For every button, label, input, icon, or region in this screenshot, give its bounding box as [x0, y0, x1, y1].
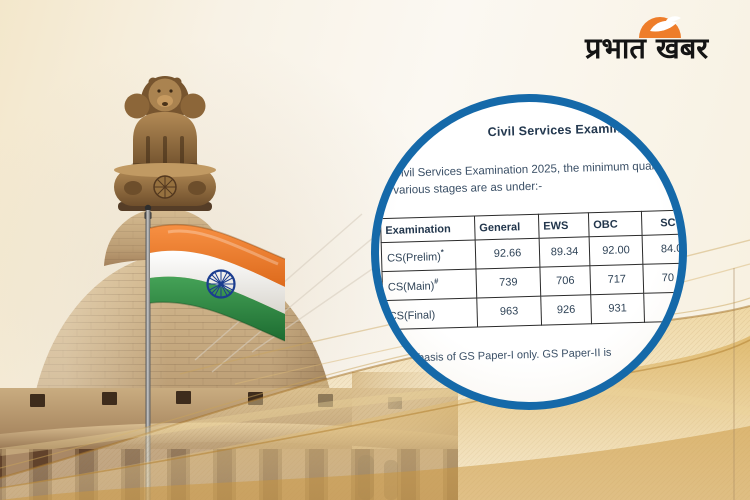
inset-intro-line1: Civil Services Examination 2025, the min… [392, 159, 682, 180]
ashoka-emblem-icon [114, 76, 216, 206]
column-header-obc: OBC [588, 211, 643, 237]
value-cell: 92.66 [475, 238, 540, 269]
document-excerpt: Civil Services Examination Civil Service… [379, 102, 682, 402]
brand-name: प्रभात खबर [585, 31, 709, 65]
exam-name-cell: CS(Prelim)* [381, 239, 476, 272]
india-flag-icon [149, 223, 286, 342]
value-cell: 739 [475, 267, 541, 298]
column-header-general: General [474, 214, 540, 240]
inset-footnote: basis of GS Paper-I only. GS Paper-II is [417, 346, 612, 365]
value-cell: 92.00 [589, 235, 643, 266]
value-cell: 963 [476, 296, 542, 327]
value-cell: 926 [540, 294, 592, 326]
value-cell: 84.00 [642, 233, 679, 265]
exam-name-cell: CS(Main)# [381, 268, 477, 301]
flagpole [144, 204, 152, 500]
ashoka-chakra-icon [206, 269, 236, 299]
column-header-ews: EWS [538, 212, 590, 239]
sun-bird-icon [639, 16, 681, 38]
inset-intro-line2: various stages are as under:- [393, 180, 543, 197]
value-cell: 89.34 [539, 236, 590, 268]
column-header-examination: Examination [380, 216, 476, 243]
value-cell: 70 [642, 262, 679, 294]
exam-name-cell: CS(Final) [382, 297, 478, 330]
news-inset-circle: Civil Services Examination Civil Service… [371, 94, 687, 410]
inset-title: Civil Services Examination [487, 120, 653, 140]
value-cell: 931 [590, 293, 645, 324]
column-header-sc: SC [641, 209, 679, 236]
value-cell: 706 [539, 265, 591, 297]
brand-logo: प्रभात खबर [585, 12, 745, 68]
value-cell: 717 [589, 264, 644, 295]
cutoff-table: Examination General EWS OBC SC CS(Prelim… [380, 209, 679, 330]
